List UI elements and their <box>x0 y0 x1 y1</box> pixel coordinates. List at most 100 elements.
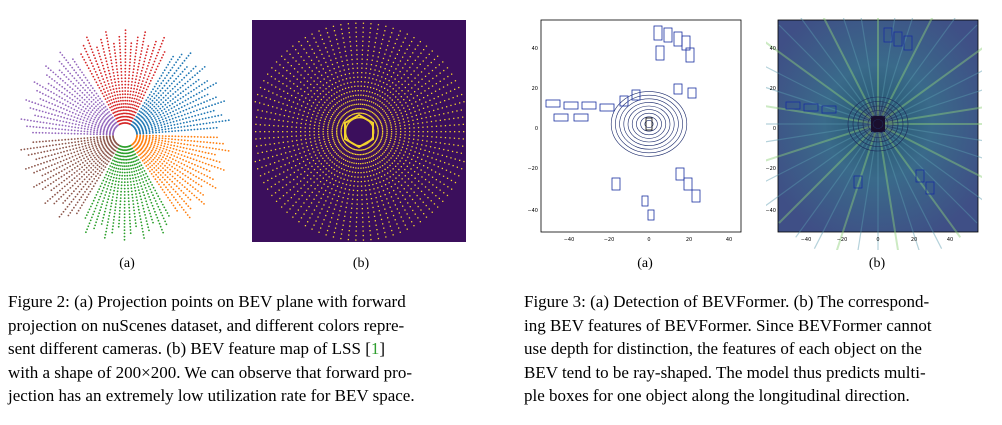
projection-point <box>121 174 124 177</box>
projection-point <box>100 149 103 152</box>
projection-point <box>111 228 114 231</box>
projection-point <box>200 155 203 158</box>
feature-point <box>458 137 460 140</box>
feature-point <box>441 154 443 156</box>
projection-point <box>91 145 94 147</box>
feature-point <box>352 67 354 70</box>
projection-point <box>137 158 140 161</box>
feature-point <box>344 188 346 190</box>
projection-point <box>190 70 193 72</box>
feature-point <box>402 194 404 197</box>
feature-point <box>342 138 344 140</box>
projection-point <box>51 127 54 130</box>
projection-point <box>86 130 89 133</box>
projection-point <box>79 118 82 121</box>
feature-point <box>451 73 453 75</box>
projection-point <box>119 45 121 48</box>
projection-point <box>116 157 119 160</box>
feature-point <box>335 189 337 192</box>
projection-point <box>196 136 199 138</box>
projection-point <box>124 61 127 64</box>
feature-point <box>299 109 301 111</box>
projection-point <box>194 169 197 172</box>
projection-point <box>133 87 135 90</box>
projection-point <box>82 44 85 47</box>
projection-point <box>209 141 212 144</box>
projection-point <box>206 86 209 89</box>
projection-point <box>55 185 58 188</box>
feature-point <box>375 152 378 154</box>
projection-point <box>123 219 126 222</box>
projection-point <box>180 142 183 145</box>
projection-point <box>78 168 81 171</box>
projection-point <box>106 159 108 162</box>
projection-point <box>134 108 137 110</box>
projection-point <box>152 122 155 124</box>
projection-point <box>55 167 58 170</box>
projection-point <box>184 94 187 96</box>
feature-point <box>374 93 376 95</box>
citation-link[interactable]: 1 <box>370 339 380 358</box>
projection-point <box>104 105 107 108</box>
feature-point <box>374 140 376 143</box>
projection-point <box>107 103 110 106</box>
projection-point <box>61 85 64 88</box>
feature-point <box>306 87 309 89</box>
feature-point <box>311 96 313 98</box>
feature-point <box>340 133 342 135</box>
projection-point <box>107 83 110 85</box>
feature-point <box>377 237 380 240</box>
feature-ray <box>857 123 879 250</box>
feature-point <box>387 116 389 118</box>
projection-point <box>73 116 76 118</box>
projection-point <box>127 87 130 89</box>
feature-point <box>417 122 419 125</box>
feature-point <box>276 154 278 156</box>
projection-point <box>178 166 181 168</box>
feature-point <box>423 213 425 215</box>
feature-point <box>303 184 305 186</box>
feature-point <box>287 200 289 202</box>
projection-point <box>142 150 145 153</box>
feature-point <box>331 114 334 116</box>
projection-point <box>118 174 121 177</box>
projection-point <box>184 194 187 197</box>
feature-point <box>346 82 349 84</box>
feature-point <box>425 204 427 207</box>
projection-point <box>107 69 110 72</box>
feature-point <box>435 179 437 181</box>
projection-point <box>149 181 152 184</box>
projection-point <box>115 100 118 103</box>
projection-point <box>107 174 110 177</box>
projection-point <box>124 51 127 54</box>
projection-point <box>162 92 165 94</box>
projection-point <box>211 104 213 107</box>
feature-point <box>332 125 334 127</box>
projection-point <box>92 65 94 67</box>
projection-point <box>195 181 197 184</box>
feature-point <box>259 131 261 133</box>
projection-point <box>141 227 144 230</box>
projection-point <box>147 149 150 152</box>
feature-point <box>289 174 292 176</box>
feature-point <box>357 117 359 119</box>
feature-point <box>414 171 416 173</box>
projection-point <box>141 156 144 158</box>
projection-point <box>95 146 98 148</box>
projection-point <box>140 175 142 177</box>
feature-point <box>395 125 397 128</box>
feature-point <box>318 152 321 154</box>
projection-point <box>101 112 104 114</box>
projection-point <box>115 180 117 183</box>
feature-point <box>347 150 349 153</box>
projection-point <box>50 189 53 192</box>
feature-point <box>431 85 434 87</box>
feature-point <box>381 134 384 136</box>
feature-point <box>289 80 291 82</box>
feature-point <box>429 99 431 101</box>
projection-point <box>180 129 183 132</box>
feature-point <box>376 116 378 118</box>
projection-point <box>194 188 197 191</box>
feature-point <box>279 197 281 200</box>
feature-point <box>370 193 372 195</box>
